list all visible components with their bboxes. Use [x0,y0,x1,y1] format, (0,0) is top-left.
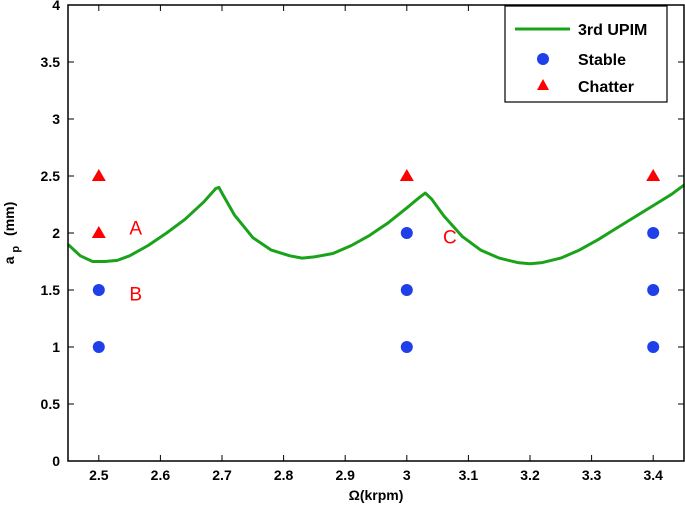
legend-label-3rd-upim: 3rd UPIM [578,22,647,39]
stable-point [647,227,660,239]
annotation-label: A [129,218,142,239]
y-tick-label: 1.5 [41,282,61,298]
annotation-label: C [443,227,457,248]
chatter-point [399,169,414,181]
x-tick-label: 2.5 [89,467,109,483]
y-tick-label: 3 [52,111,60,127]
legend-label-stable: Stable [578,52,626,69]
legend: 3rd UPIM Stable Chatter [504,5,668,103]
stable-point [400,284,413,296]
x-tick-label: 2.6 [151,467,171,483]
stable-point [400,227,413,239]
legend-label-chatter: Chatter [578,79,634,96]
x-axis-label: Ω(krpm) [349,487,404,503]
stable-point [647,341,660,353]
plot-frame [67,4,685,462]
y-axis-label-main: a [1,256,17,264]
legend-box [504,5,668,103]
legend-chatter-marker [537,79,549,90]
y-tick-label: 3.5 [41,54,61,70]
y-tick-label: 2 [52,225,60,241]
stable-point [92,284,105,296]
y-axis-label-sub: p [10,246,22,253]
x-tick-label: 3.2 [520,467,540,483]
y-tick-label: 0.5 [41,396,61,412]
y-axis-label: a p (mm) [1,202,22,265]
chatter-point [91,169,106,181]
x-tick-label: 3.1 [459,467,479,483]
x-tick-label: 3.4 [643,467,663,483]
y-axis-label-unit: (mm) [1,202,17,236]
series-line-3rd-upim [66,183,685,266]
x-tick-label: 2.7 [212,467,232,483]
x-tick-label: 2.9 [335,467,355,483]
stable-point [647,284,660,296]
x-tick-label: 3 [403,467,411,483]
y-tick-label: 0 [52,453,60,469]
chatter-point [91,226,106,238]
y-tick-label: 1 [52,339,60,355]
legend-stable-marker [537,53,549,65]
y-tick-label: 4 [52,0,60,13]
stable-point [400,341,413,353]
stable-point [92,341,105,353]
y-tick-label: 2.5 [41,168,61,184]
annotation-label: B [129,284,142,305]
x-tick-label: 2.8 [274,467,294,483]
x-tick-label: 3.3 [582,467,602,483]
chatter-point [646,169,661,181]
